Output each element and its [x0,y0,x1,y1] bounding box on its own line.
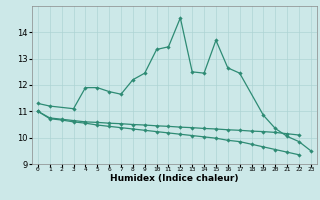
X-axis label: Humidex (Indice chaleur): Humidex (Indice chaleur) [110,174,239,183]
